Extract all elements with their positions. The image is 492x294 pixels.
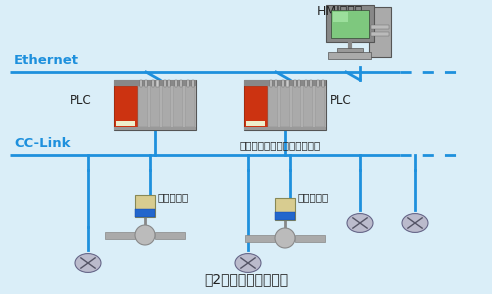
FancyBboxPatch shape <box>161 86 171 127</box>
FancyBboxPatch shape <box>275 212 295 220</box>
FancyBboxPatch shape <box>275 80 277 86</box>
FancyBboxPatch shape <box>286 80 289 86</box>
FancyBboxPatch shape <box>114 86 137 127</box>
FancyBboxPatch shape <box>298 80 301 86</box>
FancyBboxPatch shape <box>331 10 369 38</box>
Text: ミニトップ: ミニトップ <box>158 192 189 202</box>
FancyBboxPatch shape <box>245 235 275 241</box>
FancyBboxPatch shape <box>246 121 265 126</box>
FancyBboxPatch shape <box>150 86 159 127</box>
Text: PLC: PLC <box>70 93 92 106</box>
FancyBboxPatch shape <box>114 127 196 130</box>
FancyBboxPatch shape <box>185 86 195 127</box>
FancyBboxPatch shape <box>369 7 391 57</box>
Text: CC-Link: CC-Link <box>14 137 70 150</box>
FancyBboxPatch shape <box>328 52 371 59</box>
FancyBboxPatch shape <box>282 80 284 86</box>
FancyBboxPatch shape <box>304 86 313 127</box>
FancyBboxPatch shape <box>173 86 183 127</box>
FancyBboxPatch shape <box>180 80 182 86</box>
FancyBboxPatch shape <box>337 48 363 52</box>
Text: ミニトップ: ミニトップ <box>298 192 329 202</box>
FancyBboxPatch shape <box>280 86 290 127</box>
FancyBboxPatch shape <box>268 86 278 127</box>
Text: PLC: PLC <box>330 93 352 106</box>
FancyBboxPatch shape <box>292 86 302 127</box>
FancyBboxPatch shape <box>105 231 135 238</box>
FancyBboxPatch shape <box>295 235 325 241</box>
FancyBboxPatch shape <box>152 80 154 86</box>
FancyBboxPatch shape <box>370 32 389 36</box>
Ellipse shape <box>402 213 428 233</box>
FancyBboxPatch shape <box>244 127 326 130</box>
FancyBboxPatch shape <box>156 80 158 86</box>
Circle shape <box>135 225 155 245</box>
FancyBboxPatch shape <box>315 86 325 127</box>
FancyBboxPatch shape <box>135 209 155 217</box>
FancyBboxPatch shape <box>333 12 348 22</box>
FancyBboxPatch shape <box>294 80 296 86</box>
FancyBboxPatch shape <box>370 25 389 29</box>
Text: マルチドロップによる省配線: マルチドロップによる省配線 <box>240 140 321 150</box>
Text: HMIソフト: HMIソフト <box>317 5 363 18</box>
FancyBboxPatch shape <box>244 80 326 130</box>
FancyBboxPatch shape <box>244 86 267 127</box>
FancyBboxPatch shape <box>175 80 178 86</box>
FancyBboxPatch shape <box>114 80 196 86</box>
FancyBboxPatch shape <box>244 80 326 86</box>
FancyBboxPatch shape <box>135 195 155 217</box>
FancyBboxPatch shape <box>163 80 166 86</box>
FancyBboxPatch shape <box>317 80 319 86</box>
FancyBboxPatch shape <box>192 80 194 86</box>
FancyBboxPatch shape <box>306 80 308 86</box>
FancyBboxPatch shape <box>140 80 142 86</box>
Text: Ethernet: Ethernet <box>14 54 79 67</box>
Circle shape <box>275 228 295 248</box>
Ellipse shape <box>235 253 261 273</box>
FancyBboxPatch shape <box>275 198 295 220</box>
FancyBboxPatch shape <box>270 80 272 86</box>
Ellipse shape <box>347 213 373 233</box>
FancyBboxPatch shape <box>168 80 170 86</box>
FancyBboxPatch shape <box>145 80 147 86</box>
Text: 噣2　システム構成例: 噣2 システム構成例 <box>204 272 288 286</box>
FancyBboxPatch shape <box>187 80 189 86</box>
FancyBboxPatch shape <box>138 86 148 127</box>
FancyBboxPatch shape <box>326 6 373 42</box>
FancyBboxPatch shape <box>116 121 135 126</box>
Ellipse shape <box>75 253 101 273</box>
FancyBboxPatch shape <box>322 80 324 86</box>
FancyBboxPatch shape <box>114 80 196 130</box>
FancyBboxPatch shape <box>310 80 312 86</box>
FancyBboxPatch shape <box>155 231 185 238</box>
